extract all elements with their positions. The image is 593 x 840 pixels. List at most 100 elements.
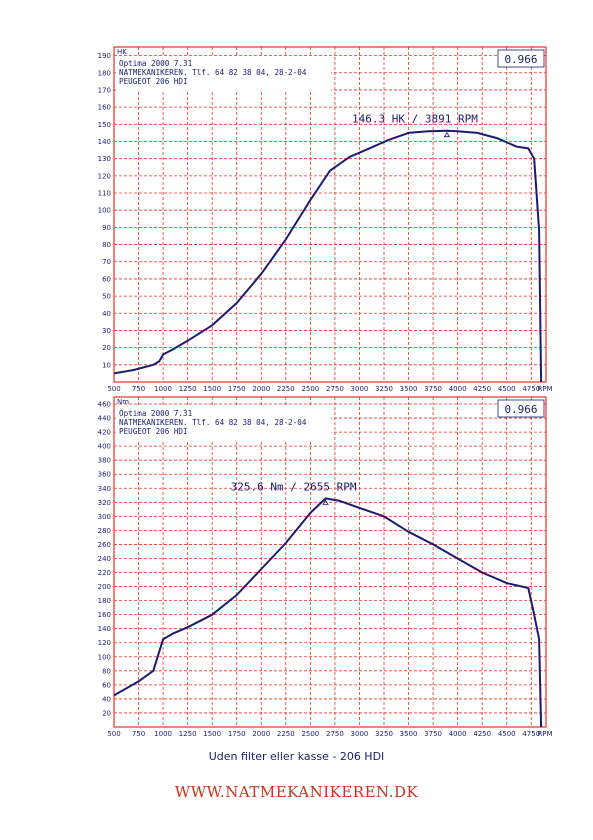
y-tick-label: 100 <box>98 653 111 661</box>
power-plot-area <box>114 47 546 382</box>
y-axis-unit-label: HK <box>117 48 127 56</box>
x-tick-label: 750 <box>132 730 145 738</box>
header-line: Optima 2000 7.31 <box>119 409 193 418</box>
x-tick-label: 1250 <box>179 385 197 393</box>
x-tick-label: 3000 <box>351 385 369 393</box>
website-label: WWW.NATMEKANIKEREN.DK <box>174 783 419 801</box>
y-tick-label: 20 <box>102 709 111 717</box>
x-tick-label: 4000 <box>449 385 467 393</box>
y-tick-label: 340 <box>98 485 111 493</box>
x-axis-unit-label: RPM <box>537 730 552 738</box>
x-tick-label: 2500 <box>301 385 319 393</box>
peak-label: 146.3 HK / 3891 RPM <box>352 113 478 126</box>
y-tick-label: 320 <box>98 499 111 507</box>
x-tick-label: 500 <box>107 385 120 393</box>
y-tick-label: 150 <box>98 121 111 129</box>
x-tick-label: 1250 <box>179 730 197 738</box>
y-tick-label: 420 <box>98 429 111 437</box>
header-background <box>116 57 331 91</box>
torque-frame <box>113 396 547 728</box>
x-tick-label: 3500 <box>400 730 418 738</box>
correction-factor: 0.966 <box>504 403 537 416</box>
x-tick-label: 750 <box>132 385 145 393</box>
x-tick-label: 1000 <box>154 385 172 393</box>
x-axis-unit-label: RPM <box>537 385 552 393</box>
x-tick-label: 4250 <box>473 385 491 393</box>
header-background <box>116 407 331 441</box>
torque-curve <box>113 497 543 728</box>
x-tick-label: 1500 <box>203 730 221 738</box>
peak-marker <box>322 499 329 505</box>
header-line: Optima 2000 7.31 <box>119 59 193 68</box>
x-tick-label: 1750 <box>228 730 246 738</box>
x-tick-label: 4500 <box>498 730 516 738</box>
y-tick-label: 30 <box>102 327 111 335</box>
y-tick-label: 20 <box>102 344 111 352</box>
x-tick-label: 500 <box>107 730 120 738</box>
x-tick-label: 2000 <box>252 385 270 393</box>
y-tick-label: 90 <box>102 224 111 232</box>
y-tick-label: 300 <box>98 513 111 521</box>
power-frame <box>113 46 547 383</box>
torque-chart: 500 750 1000 1250 1500 1750 2000 2250 2500 2750 30… <box>98 396 553 738</box>
y-tick-label: 40 <box>102 695 111 703</box>
x-tick-label: 2250 <box>277 385 295 393</box>
y-tick-label: 60 <box>102 275 111 283</box>
x-tick-label: 4250 <box>473 730 491 738</box>
y-tick-label: 140 <box>98 138 111 146</box>
y-tick-label: 110 <box>98 190 111 198</box>
x-tick-label: 3500 <box>400 385 418 393</box>
y-tick-label: 460 <box>98 401 111 409</box>
y-tick-label: 130 <box>98 155 111 163</box>
peak-label: 325.6 Nm / 2655 RPM <box>231 480 357 493</box>
y-tick-label: 100 <box>98 207 111 215</box>
x-tick-label: 4750 <box>522 730 540 738</box>
peak-marker <box>443 131 451 138</box>
header-line: NATMEKANIKEREN. Tlf. 64 82 38 04, 28-2-0… <box>119 418 307 427</box>
x-tick-label: 3250 <box>375 385 393 393</box>
correction-box <box>497 49 545 68</box>
torque-plot-area <box>114 397 546 727</box>
y-tick-label: 380 <box>98 457 111 465</box>
y-tick-label: 70 <box>102 258 111 266</box>
y-tick-label: 400 <box>98 443 111 451</box>
x-tick-label: 3250 <box>375 730 393 738</box>
y-tick-label: 440 <box>98 415 111 423</box>
power-chart: 500 750 1000 1250 1500 1750 2000 2250 2500 2750 30… <box>98 46 553 393</box>
x-tick-label: 1750 <box>228 385 246 393</box>
y-tick-label: 140 <box>98 625 111 633</box>
header-line: PEUGEOT 206 HDI <box>119 77 188 86</box>
x-tick-label: 4750 <box>522 385 540 393</box>
y-tick-label: 260 <box>98 541 111 549</box>
y-tick-label: 10 <box>102 361 111 369</box>
header-line: NATMEKANIKEREN. Tlf. 64 82 38 04, 28-2-0… <box>119 68 307 77</box>
y-tick-label: 280 <box>98 527 111 535</box>
y-tick-label: 180 <box>98 597 111 605</box>
x-tick-label: 2750 <box>326 730 344 738</box>
y-tick-label: 160 <box>98 611 111 619</box>
header-line: PEUGEOT 206 HDI <box>119 427 188 436</box>
x-tick-label: 3750 <box>424 730 442 738</box>
y-tick-label: 50 <box>102 293 111 301</box>
correction-factor: 0.966 <box>504 53 537 66</box>
y-tick-label: 120 <box>98 639 111 647</box>
x-tick-label: 1500 <box>203 385 221 393</box>
x-tick-label: 3750 <box>424 385 442 393</box>
x-tick-label: 1000 <box>154 730 172 738</box>
y-tick-label: 60 <box>102 681 111 689</box>
x-tick-label: 2750 <box>326 385 344 393</box>
x-tick-label: 2000 <box>252 730 270 738</box>
x-tick-label: 4000 <box>449 730 467 738</box>
y-tick-label: 80 <box>102 667 111 675</box>
y-tick-label: 80 <box>102 241 111 249</box>
y-axis-unit-label: Nm <box>117 398 129 406</box>
x-tick-label: 3000 <box>351 730 369 738</box>
y-tick-label: 40 <box>102 310 111 318</box>
x-tick-label: 2250 <box>277 730 295 738</box>
x-tick-label: 2500 <box>301 730 319 738</box>
y-tick-label: 360 <box>98 471 111 479</box>
correction-box <box>497 399 545 418</box>
y-tick-label: 190 <box>98 52 111 60</box>
y-tick-label: 180 <box>98 69 111 77</box>
